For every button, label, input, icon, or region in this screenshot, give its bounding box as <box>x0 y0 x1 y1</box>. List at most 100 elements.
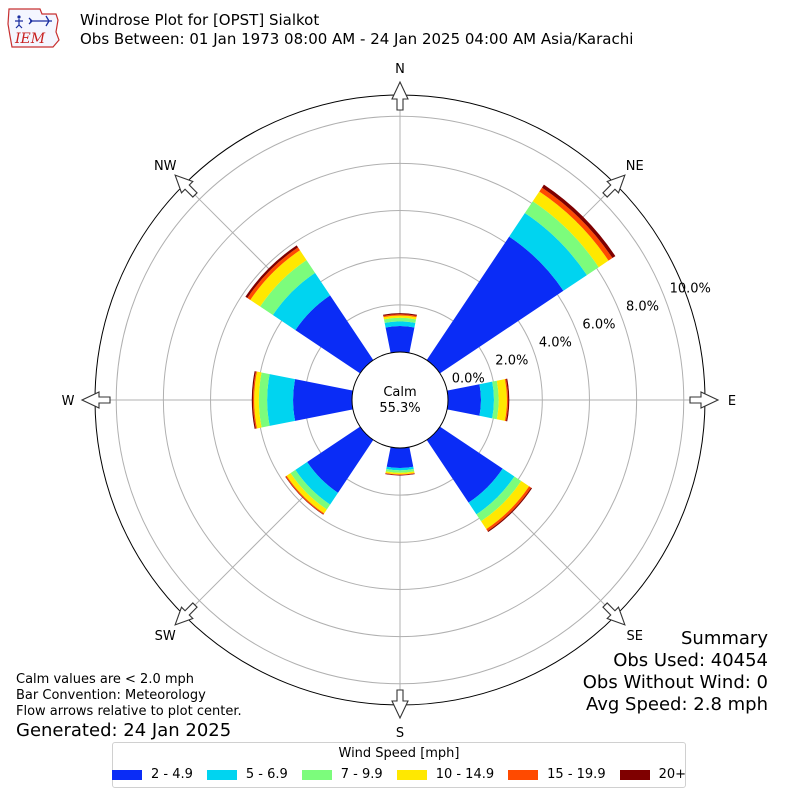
flow-arrow-n <box>391 80 409 111</box>
logo-text: IEM <box>14 31 46 47</box>
legend-item-1: 2 - 4.9 <box>111 767 193 782</box>
chart-subtitle: Obs Between: 01 Jan 1973 08:00 AM - 24 J… <box>80 30 634 48</box>
bar-n-bin-6 <box>383 313 417 316</box>
legend-label: 10 - 14.9 <box>435 767 495 782</box>
summary-block: Summary Obs Used: 40454 Obs Without Wind… <box>583 628 768 716</box>
bar-s-bin-6 <box>385 473 415 476</box>
bar-se-bin-4 <box>481 481 530 530</box>
bar-w-bin-4 <box>254 371 262 429</box>
flow-arrow-sw <box>174 602 198 626</box>
calm-note: Calm values are < 2.0 mph <box>16 672 195 687</box>
legend-item-4: 10 - 14.9 <box>396 767 495 782</box>
radial-tick-label-4: 8.0% <box>626 299 659 314</box>
chart-title-block: Windrose Plot for [OPST] Sialkot Obs Bet… <box>80 11 633 49</box>
bar-e-bin-4 <box>496 379 507 421</box>
legend-item-2: 5 - 6.9 <box>206 767 288 782</box>
bar-nw-bin-6 <box>245 245 299 299</box>
chart-title: Windrose Plot for [OPST] Sialkot <box>80 11 320 29</box>
flow-arrow-w <box>80 391 111 409</box>
bar-sw-bin-3 <box>290 469 331 510</box>
bar-se-bin-3 <box>476 476 522 522</box>
bar-s-bin-3 <box>385 469 415 473</box>
direction-label-nw: NW <box>154 159 177 174</box>
legend-label: 20+ <box>658 767 687 782</box>
bar-n-bin-2 <box>384 321 416 328</box>
direction-label-w: W <box>62 394 75 409</box>
bar-sw-bin-1 <box>307 426 374 493</box>
bar-nw-bin-2 <box>272 272 331 331</box>
legend-swatch <box>301 769 332 780</box>
bar-ne-bin-6 <box>541 184 616 259</box>
direction-label-e: E <box>728 394 736 409</box>
bar-nw-bin-1 <box>295 295 374 374</box>
flow-arrows-note: Flow arrows relative to plot center. <box>16 704 242 719</box>
bar-w-bin-2 <box>267 374 296 426</box>
radial-tick-label-2: 4.0% <box>539 335 572 350</box>
bar-n-bin-3 <box>383 317 417 323</box>
bar-nw-bin-5 <box>247 247 300 300</box>
flow-arrow-e <box>689 391 720 409</box>
bar-s-bin-2 <box>386 466 414 471</box>
bar-n-bin-5 <box>383 314 417 318</box>
legend-label: 5 - 6.9 <box>245 767 288 782</box>
bar-nw-bin-4 <box>250 250 307 307</box>
bar-e-bin-2 <box>479 381 494 419</box>
summary-avg-speed: Avg Speed: 2.8 mph <box>586 694 768 715</box>
direction-label-n: N <box>395 62 405 77</box>
bar-se-bin-1 <box>426 426 503 503</box>
iem-logo: IEM <box>7 8 60 48</box>
legend-swatch <box>508 769 539 780</box>
flow-arrow-nw <box>174 174 198 198</box>
legend-label: 15 - 19.9 <box>547 767 606 782</box>
flow-arrow-ne <box>602 174 626 198</box>
direction-label-sw: SW <box>155 629 176 644</box>
bar-se-bin-5 <box>486 486 532 532</box>
radial-tick-label-0: 0.0% <box>452 372 485 387</box>
legend-swatch <box>206 769 237 780</box>
bar-ne-bin-4 <box>532 191 609 268</box>
radial-tick-label-3: 6.0% <box>582 317 615 332</box>
legend-item-6: 20+ <box>619 767 687 782</box>
radial-tick-label-5: 10.0% <box>670 281 711 296</box>
bar-nw-bin-3 <box>260 260 316 316</box>
calm-circle <box>351 351 449 449</box>
bar-convention-note: Bar Convention: Meteorology <box>16 688 206 703</box>
direction-label-s: S <box>396 726 404 741</box>
legend-item-5: 15 - 19.9 <box>508 767 606 782</box>
legend-item-3: 7 - 9.9 <box>301 767 383 782</box>
flow-arrow-s <box>391 689 409 720</box>
bar-w-bin-5 <box>252 371 257 429</box>
legend-items: 2 - 4.9 5 - 6.9 7 - 9.9 10 - 14.9 15 - 19.9 2… <box>111 767 687 782</box>
calm-label: Calm <box>383 385 416 400</box>
legend-swatch <box>619 769 650 780</box>
legend-swatch <box>396 769 427 780</box>
bar-s-bin-5 <box>385 472 415 476</box>
direction-label-ne: NE <box>626 159 644 174</box>
flow-arrow-se <box>602 602 626 626</box>
bar-e-bin-3 <box>492 380 499 420</box>
bar-w-bin-3 <box>258 372 270 428</box>
legend-swatch <box>111 769 142 780</box>
legend: Wind Speed [mph] 2 - 4.9 5 - 6.9 7 - 9.9 10… <box>111 742 687 788</box>
notes-block: Calm values are < 2.0 mph Bar Convention… <box>16 672 242 742</box>
bar-n-bin-1 <box>385 326 415 353</box>
bar-se-bin-2 <box>468 468 515 515</box>
bar-ne-bin-1 <box>426 236 564 374</box>
bar-sw-bin-4 <box>286 473 327 514</box>
bar-sw-bin-2 <box>295 462 338 505</box>
bar-e-bin-6 <box>506 378 510 422</box>
bar-n-bin-4 <box>383 315 417 320</box>
bar-s-bin-1 <box>386 447 414 469</box>
bar-s-bin-4 <box>385 471 415 475</box>
legend-label: 2 - 4.9 <box>150 767 193 782</box>
legend-label: 7 - 9.9 <box>340 767 383 782</box>
generated-date: Generated: 24 Jan 2025 <box>16 720 232 741</box>
bar-w-bin-1 <box>293 379 353 421</box>
bar-e-bin-1 <box>447 384 482 416</box>
calm-value: 55.3% <box>379 401 420 416</box>
direction-label-se: SE <box>627 629 643 644</box>
bar-w-bin-6 <box>251 371 256 429</box>
bar-ne-bin-5 <box>539 187 613 261</box>
bar-ne-bin-2 <box>509 213 587 291</box>
